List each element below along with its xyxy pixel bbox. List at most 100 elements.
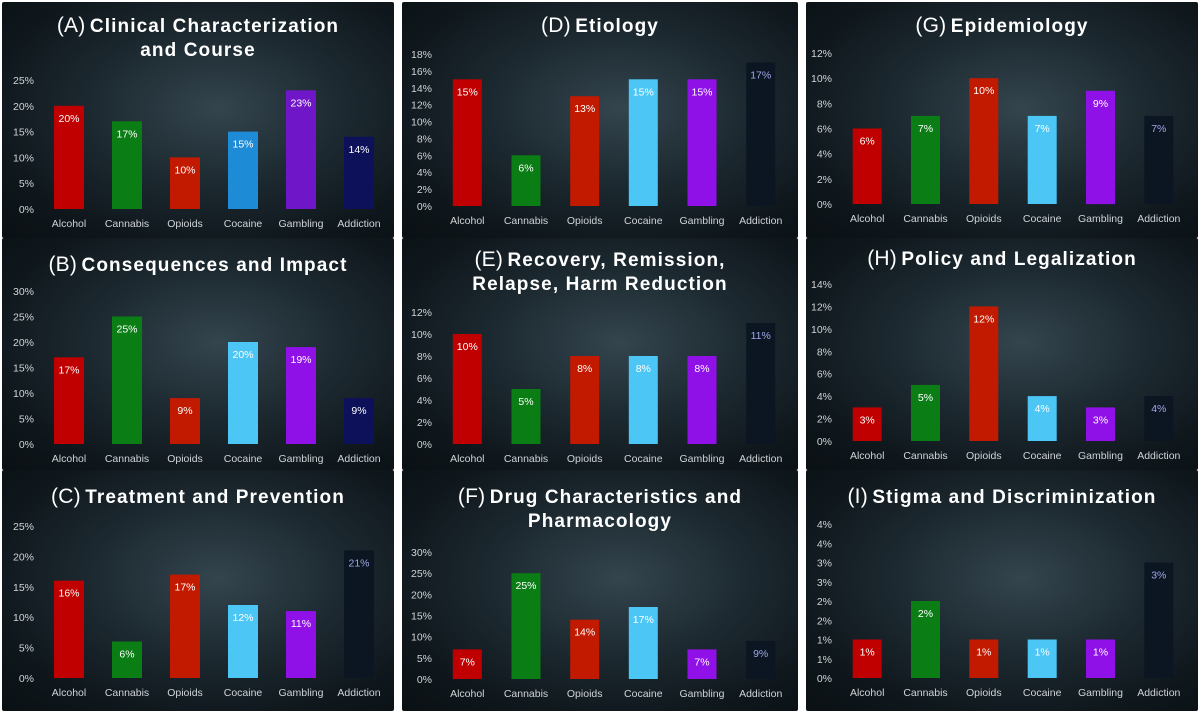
bar-addiction [344,550,374,678]
chart-panel-b: (B) Consequences and Impact 0% 5% 10% 15% 20… [2,238,394,470]
x-tick-label-alcohol: Alcohol [52,218,86,230]
y-tick-label: 1% [817,635,832,647]
data-label-addiction: 17% [750,69,771,81]
bar-addiction [1144,396,1174,441]
bar-cocaine [228,605,258,678]
chart-title-line-1: Recovery, Remission, [507,250,726,271]
data-label-alcohol: 10% [457,341,478,353]
x-tick-label-opioids: Opioids [167,453,203,465]
chart-title-e: (E) Recovery, Remission, Relapse, Harm R… [402,247,798,296]
y-tick-label: 8% [817,98,832,110]
bar-opioids [170,398,200,444]
bar-alcohol [54,580,84,678]
y-tick-label: 8% [417,351,432,363]
y-tick-label: 3% [817,577,832,589]
chart-title-i: (I) Stigma and Discriminization [806,484,1198,510]
x-tick-label-opioids: Opioids [966,450,1002,462]
chart-title-line-2: Pharmacology [527,510,673,532]
data-label-alcohol: 15% [457,86,478,98]
chart-title-prefix: (B) [48,253,78,276]
chart-title-prefix: (I) [847,485,868,508]
bar-chart-b: 0% 5% 10% 15% 20% 25% 30% 17% Alcohol 25% Cannabis… [13,286,381,465]
x-tick-label-addiction: Addiction [739,688,782,700]
x-tick-label-cannabis: Cannabis [903,450,947,462]
y-tick-label: 14% [411,83,432,95]
bar-gambling [687,356,717,444]
data-label-cannabis: 6% [518,162,533,174]
y-tick-label: 5% [19,414,34,426]
x-tick-label-cocaine: Cocaine [624,215,663,227]
bar-addiction [746,640,776,679]
x-tick-label-addiction: Addiction [739,215,782,227]
y-tick-label: 0% [417,201,432,213]
y-tick-label: 18% [411,49,432,61]
x-tick-label-cocaine: Cocaine [1023,450,1062,462]
x-tick-label-opioids: Opioids [567,215,603,227]
data-label-cocaine: 17% [633,614,654,626]
y-tick-label: 0% [417,439,432,451]
chart-panel-e: (E) Recovery, Remission, Relapse, Harm R… [402,238,798,470]
y-tick-label: 20% [13,101,34,113]
bar-chart-h: 0% 2% 4% 6% 8% 10% 12% 14% 3% Alcohol 5% Cannabis 12… [811,279,1181,462]
y-tick-label: 2% [417,417,432,429]
bar-cocaine [1027,639,1057,678]
chart-title-line-1: Stigma and Discriminization [872,487,1157,508]
data-label-addiction: 14% [348,144,369,156]
bar-alcohol [852,639,882,678]
bar-cocaine [628,607,658,679]
x-tick-label-cannabis: Cannabis [105,687,149,699]
bar-addiction [1144,562,1174,678]
bar-opioids [570,619,600,679]
chart-panel-f: (F) Drug Characteristics and Pharmacolog… [402,470,798,711]
data-label-gambling: 7% [694,656,709,668]
x-tick-label-addiction: Addiction [337,453,380,465]
data-label-alcohol: 17% [58,364,79,376]
x-tick-label-opioids: Opioids [966,213,1002,225]
data-label-opioids: 17% [174,582,195,594]
chart-title-a: (A) Clinical Characterization and Course [2,13,394,62]
x-tick-label-alcohol: Alcohol [450,453,484,465]
bar-chart-i: 0% 1% 1% 2% 2% 3% 3% 4% 4% 1% Alcohol 2% Cannabis 1% O… [817,519,1181,699]
x-tick-label-alcohol: Alcohol [52,453,86,465]
bar-opioids [570,356,600,444]
y-tick-label: 0% [817,673,832,685]
x-tick-label-cannabis: Cannabis [504,688,548,700]
x-tick-label-gambling: Gambling [680,215,725,227]
y-tick-label: 15% [13,127,34,139]
bar-alcohol [54,357,84,444]
data-label-opioids: 10% [973,85,994,97]
bar-cocaine [628,79,658,206]
x-tick-label-cocaine: Cocaine [624,453,663,465]
chart-title-line-1: Epidemiology [950,16,1089,37]
y-tick-label: 0% [817,199,832,211]
bar-gambling [286,90,316,209]
y-tick-label: 25% [411,568,432,580]
chart-title-line-1: Drug Characteristics and [489,487,743,508]
bar-cannabis [511,573,541,679]
y-tick-label: 4% [417,167,432,179]
chart-title-prefix: (C) [51,485,81,508]
data-label-addiction: 21% [348,557,369,569]
x-tick-label-gambling: Gambling [1078,687,1123,699]
data-label-cannabis: 5% [518,396,533,408]
x-tick-label-addiction: Addiction [337,218,380,230]
data-label-alcohol: 6% [860,136,875,148]
bar-gambling [286,347,316,444]
y-tick-label: 20% [13,551,34,563]
bar-alcohol [852,407,882,441]
x-tick-label-cannabis: Cannabis [504,215,548,227]
y-tick-label: 25% [13,312,34,324]
data-label-gambling: 3% [1093,414,1108,426]
y-tick-label: 2% [817,615,832,627]
bar-gambling [1086,407,1115,441]
y-tick-label: 14% [811,279,832,291]
chart-title-g: (G) Epidemiology [806,13,1198,39]
y-tick-label: 5% [19,643,34,655]
chart-title-prefix: (F) [457,485,486,508]
bar-alcohol [452,79,482,206]
bar-addiction [344,136,374,209]
chart-panel-h: (H) Policy and Legalization 0% 2% 4% 6% 8% 10… [806,238,1198,470]
data-label-gambling: 8% [694,363,709,375]
chart-title-line-1: Etiology [575,16,659,37]
bar-cocaine [228,131,258,209]
